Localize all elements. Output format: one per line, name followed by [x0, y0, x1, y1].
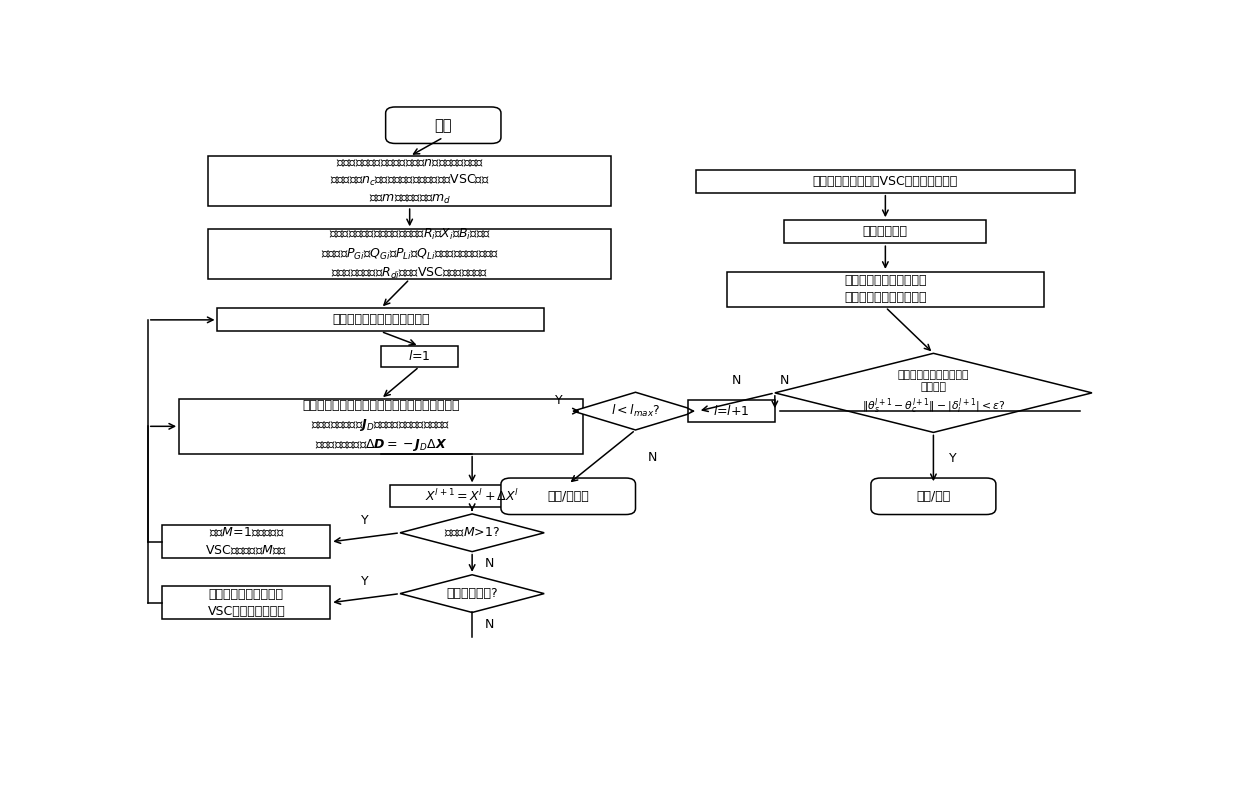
Bar [785, 220, 986, 243]
Text: 结束/不收敛: 结束/不收敛 [547, 490, 589, 502]
Bar [391, 485, 554, 507]
Text: 结束/收敛: 结束/收敛 [916, 490, 951, 502]
Text: $X^{l+1}=X^l+\Delta X^l$: $X^{l+1}=X^l+\Delta X^l$ [425, 488, 520, 504]
Text: Y: Y [949, 452, 956, 465]
Text: 采集交直流混合系统交流线路参数$R_i$、$X_i$、$B_i$，交流
节点参数$P_{Gi}$、$Q_{Gi}$、$P_{Li}$、$Q_{Li}$，确定交流: 采集交直流混合系统交流线路参数$R_i$、$X_i$、$B_i$，交流 节点参数… [321, 227, 498, 281]
Text: 交流潮流与直流潮流计算
收敛，且
$\|\theta_s^{l+1}-\theta_c^{l+1}\|-|\delta_i^{l+1}|<\varepsilon: 交流潮流与直流潮流计算 收敛，且 $\|\theta_s^{l+1}-\thet… [862, 370, 1006, 416]
Text: 开始: 开始 [434, 118, 453, 133]
FancyBboxPatch shape [501, 478, 635, 514]
Text: 交流潮流计算: 交流潮流计算 [863, 225, 908, 238]
Bar [162, 586, 330, 619]
Bar [696, 170, 1075, 193]
Bar [727, 272, 1044, 307]
Text: 更新虚拟节点和联结变压
器母线侧电压幅值和相角: 更新虚拟节点和联结变压 器母线侧电压幅值和相角 [844, 274, 926, 304]
Text: N: N [780, 374, 789, 387]
Text: $l$=1: $l$=1 [408, 349, 430, 363]
Text: 形成直流潮流方程和雅克比矩阵，并根据控制方
式去掉雅克比矩阵$\boldsymbol{J}_D$相应的列及相应的变量，进
行直流潮流计算：$\Delta\bol: 形成直流潮流方程和雅克比矩阵，并根据控制方 式去掉雅克比矩阵$\boldsymb… [303, 400, 460, 453]
Text: 调制比$M$>1?: 调制比$M$>1? [444, 526, 500, 540]
Polygon shape [775, 353, 1092, 432]
FancyBboxPatch shape [386, 107, 501, 144]
Text: Y: Y [361, 575, 370, 588]
Text: $l$$<$$l_{max}$?: $l$$<$$l_{max}$? [611, 403, 660, 419]
Text: 调整定直流电压控制的
VSC直流电压设定值: 调整定直流电压控制的 VSC直流电压设定值 [207, 588, 285, 618]
Bar [381, 346, 458, 367]
Text: 获取交直流混合系统交流节点数$n$（含虚拟节点）及
交流线路数$n_c$（包含联结变压器线路），VSC换流
器数$m$及直流线路数$m_d$: 获取交直流混合系统交流节点数$n$（含虚拟节点）及 交流线路数$n_c$（包含联… [330, 156, 490, 206]
Text: 更新非定有功控制的VSC换流器输送有功: 更新非定有功控制的VSC换流器输送有功 [812, 175, 959, 188]
Polygon shape [573, 393, 698, 430]
Text: 直流电压越界?: 直流电压越界? [446, 587, 498, 600]
Text: $l$=$l$+1: $l$=$l$+1 [713, 404, 750, 418]
Text: Y: Y [361, 514, 370, 527]
Bar [217, 308, 544, 332]
Bar [688, 401, 775, 422]
Text: 设定交直流混合系统变量初值: 设定交直流混合系统变量初值 [332, 314, 429, 326]
Polygon shape [401, 514, 544, 551]
Polygon shape [401, 575, 544, 612]
Text: 强制$M$=1，此后将此
VSC控制设为定$M$控制: 强制$M$=1，此后将此 VSC控制设为定$M$控制 [206, 526, 288, 557]
Bar [179, 399, 583, 453]
Bar [162, 525, 330, 559]
Bar [208, 229, 611, 279]
Text: Y: Y [554, 393, 563, 407]
Text: N: N [485, 618, 494, 631]
Text: N: N [649, 450, 657, 464]
Text: N: N [732, 374, 742, 387]
Bar [208, 156, 611, 206]
Text: N: N [485, 557, 494, 570]
FancyBboxPatch shape [870, 478, 996, 514]
